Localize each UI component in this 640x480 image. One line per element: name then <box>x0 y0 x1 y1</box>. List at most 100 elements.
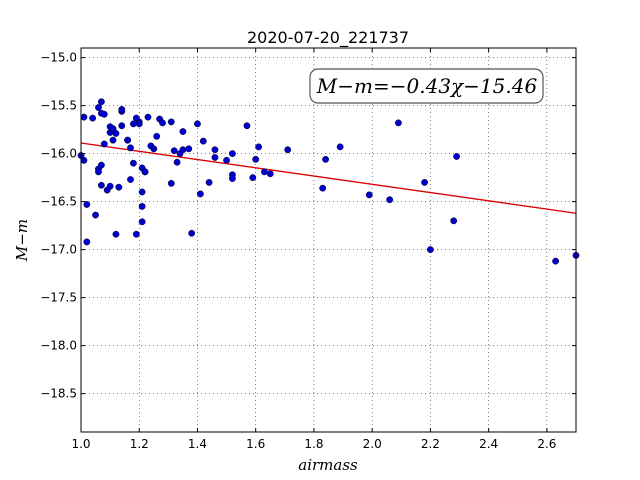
data-point <box>141 168 149 176</box>
data-point <box>229 150 236 158</box>
axis-ticks <box>80 48 576 432</box>
data-point <box>249 174 257 182</box>
data-point <box>365 191 373 199</box>
data-point <box>211 146 219 154</box>
data-point <box>185 145 193 153</box>
y-tick-label: −17.0 <box>40 243 77 257</box>
fit-equation-box: M−m=−0.43χ−15.46 <box>309 68 544 104</box>
data-point <box>188 229 196 237</box>
data-point <box>109 136 117 144</box>
fit-equation-frame <box>309 68 544 104</box>
data-point <box>95 168 102 176</box>
data-point <box>89 114 97 122</box>
chart-title: 2020-07-20_221737 <box>247 28 409 48</box>
data-point <box>138 202 146 210</box>
data-point <box>223 156 230 164</box>
data-point <box>83 201 91 208</box>
data-point <box>130 120 137 128</box>
x-tick-label: 2.6 <box>537 437 556 451</box>
y-tick-label: −18.5 <box>40 387 77 401</box>
data-point <box>144 113 152 121</box>
data-point <box>196 190 204 198</box>
data-point <box>453 153 461 160</box>
fit-line <box>80 142 577 214</box>
data-point <box>261 168 268 176</box>
data-point <box>100 110 108 118</box>
y-tick-label: −16.5 <box>40 195 77 209</box>
x-tick-label: 1.8 <box>304 437 323 451</box>
data-point <box>179 146 187 154</box>
x-tick-label: 2.0 <box>363 437 382 451</box>
data-point <box>100 140 108 148</box>
data-point <box>124 136 131 144</box>
data-point <box>427 246 434 254</box>
y-tick-label: −15.0 <box>40 51 77 65</box>
x-tick-label: 1.6 <box>246 437 265 451</box>
data-point <box>386 196 394 204</box>
data-point <box>83 238 91 246</box>
x-axis-label: airmass <box>298 456 358 474</box>
data-point <box>97 161 105 169</box>
data-point <box>322 155 329 163</box>
data-point <box>170 147 178 155</box>
x-tick-label: 1.4 <box>188 437 207 451</box>
y-tick-label: −16.0 <box>40 147 77 161</box>
y-tick-label: −17.5 <box>40 291 77 305</box>
data-point <box>394 119 402 127</box>
data-point <box>118 122 126 130</box>
data-point <box>450 217 458 225</box>
data-point <box>243 122 251 130</box>
data-point <box>205 178 213 186</box>
data-point <box>92 211 99 219</box>
data-point <box>284 146 292 154</box>
data-point <box>167 118 175 126</box>
data-point <box>135 120 143 128</box>
data-point <box>229 175 236 182</box>
data-point <box>127 176 134 183</box>
data-point <box>115 183 123 191</box>
y-axis-label: M−m <box>13 219 31 262</box>
data-point <box>336 143 344 151</box>
data-point <box>138 188 146 196</box>
x-tick-label: 2.2 <box>421 437 440 451</box>
data-point <box>132 230 140 238</box>
x-tick-label: 2.4 <box>479 437 498 451</box>
data-point <box>552 257 560 265</box>
x-tick-labels: 1.0 1.2 1.4 1.6 1.8 2.0 2.2 2.4 2.6 <box>71 437 556 451</box>
y-tick-label: −18.0 <box>40 339 77 353</box>
data-point <box>153 132 161 140</box>
data-point <box>95 104 102 111</box>
data-point <box>150 145 158 153</box>
x-tick-label: 1.2 <box>130 437 149 451</box>
data-point <box>159 119 166 127</box>
data-point <box>112 130 120 137</box>
y-tick-labels: −15.0 −15.5 −16.0 −16.5 −17.0 −17.5 −18.0 −18.5 <box>40 51 77 401</box>
data-point <box>106 182 114 190</box>
y-tick-label: −15.5 <box>40 99 77 113</box>
data-point <box>319 184 327 192</box>
plot-frame <box>80 47 577 433</box>
data-point <box>80 113 88 121</box>
data-point <box>167 179 175 187</box>
data-point <box>194 120 201 128</box>
data-point <box>97 181 105 189</box>
data-point <box>138 218 146 226</box>
fit-equation-text: M−m=−0.43χ−15.46 <box>316 74 538 98</box>
data-point <box>112 230 120 238</box>
data-point <box>421 178 428 186</box>
data-points <box>77 98 580 265</box>
data-point <box>266 170 274 178</box>
data-point <box>118 106 126 113</box>
data-point <box>199 137 207 145</box>
data-point <box>252 155 260 163</box>
data-point <box>211 154 219 161</box>
data-point <box>130 159 137 167</box>
data-point <box>173 158 181 166</box>
data-point <box>80 156 88 164</box>
data-point <box>127 144 134 152</box>
data-point <box>97 98 105 106</box>
data-point <box>179 128 187 135</box>
fit-line-layer <box>80 142 577 214</box>
x-tick-label: 1.0 <box>71 437 90 451</box>
